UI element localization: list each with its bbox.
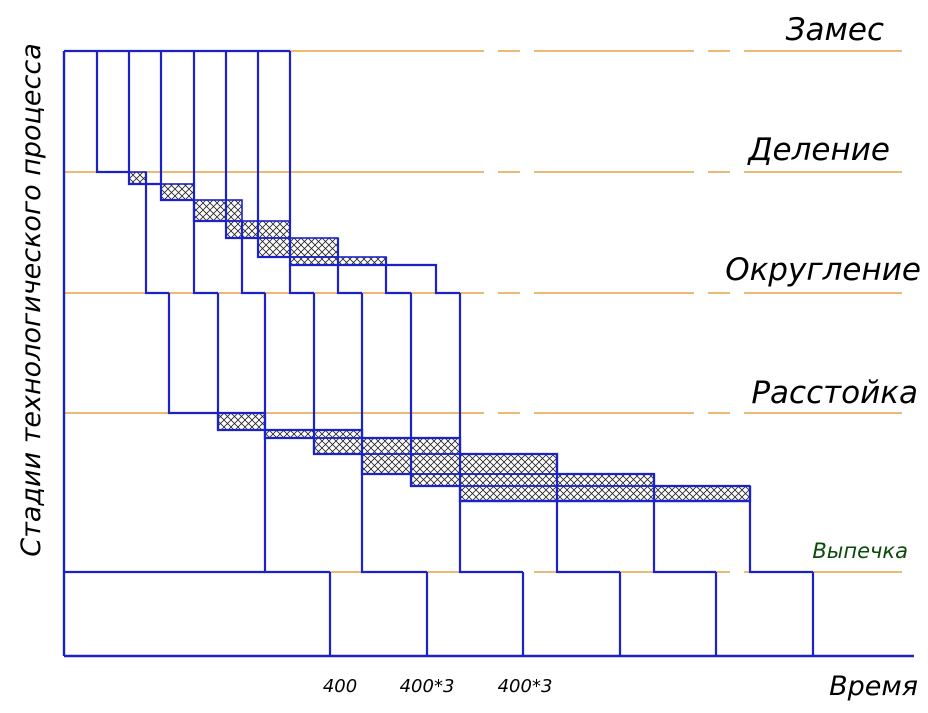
- tick-label: 400: [323, 676, 357, 697]
- overlap-zone: [128, 171, 147, 185]
- stage-label-zames: Замес: [786, 12, 884, 48]
- overlap-zone: [257, 237, 339, 258]
- y-axis-title: Стадии технологического процесса: [16, 43, 47, 557]
- delenie-step: [336, 238, 362, 295]
- zames-divider: [95, 51, 129, 174]
- overlap-zone: [459, 485, 751, 502]
- delenie-step: [192, 200, 218, 295]
- zames-divider: [256, 51, 290, 259]
- tick-label: 400*3: [498, 676, 553, 697]
- batch-step-lines: [64, 49, 815, 656]
- stage-label-okruglenie: Округление: [725, 252, 921, 288]
- overlap-zone: [193, 199, 243, 222]
- overlap-zone: [160, 183, 195, 201]
- zames-divider: [127, 51, 161, 186]
- zames-divider: [159, 51, 194, 202]
- delenie-step: [384, 257, 411, 295]
- delenie-step: [240, 221, 265, 295]
- rasstoyka-step: [555, 454, 620, 574]
- overlap-zone: [217, 412, 266, 431]
- zames-divider: [288, 51, 460, 295]
- overlap-zone: [313, 437, 461, 455]
- okruglenie-step: [458, 293, 523, 574]
- delenie-step: [288, 265, 314, 295]
- zames-divider: [192, 51, 226, 223]
- tick-label: 400*3: [400, 676, 455, 697]
- stage-labels: Замес Деление Округление Расстойка Выпеч…: [725, 12, 921, 563]
- stage-label-rasstoyka: Расстойка: [751, 375, 918, 411]
- okruglenie-step: [360, 293, 427, 574]
- rasstoyka-step: [748, 486, 813, 574]
- stage-label-vypechka: Выпечка: [812, 539, 908, 563]
- overlap-zone: [410, 473, 655, 487]
- stage-label-delenie: Деление: [746, 132, 890, 168]
- tick-labels: 400 400*3 400*3: [323, 676, 553, 697]
- x-axis-title: Время: [829, 671, 918, 702]
- rasstoyka-step: [652, 474, 716, 574]
- axes: [62, 51, 914, 658]
- zames-divider: [224, 51, 258, 240]
- delenie-step: [144, 172, 169, 295]
